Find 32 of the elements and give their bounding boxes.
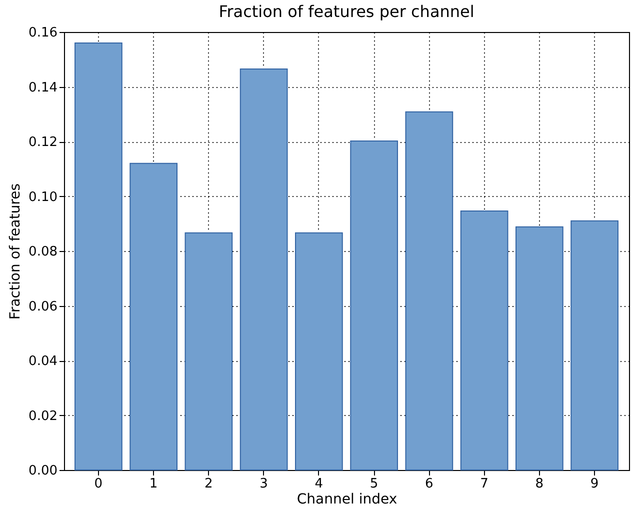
x-tick-label: 4 [314,476,324,492]
x-tick-label: 3 [260,476,268,492]
x-tick-label: 6 [425,476,434,492]
y-tick-label: 0.12 [28,135,58,150]
x-tick-label: 1 [149,476,158,492]
y-axis-title: Fraction of features [8,183,24,320]
bar [184,232,233,470]
x-tick-label: 8 [535,476,544,492]
bar [130,162,178,470]
chart-title: Fraction of features per channel [218,2,474,21]
y-tick-label: 0.00 [28,464,58,478]
bar [570,220,618,470]
bar [350,140,398,470]
x-tick-label: 0 [94,476,103,492]
y-tick-label: 0.06 [28,299,58,314]
x-tick-label: 2 [204,476,213,492]
y-tick-label: 0.04 [28,354,58,369]
bar [295,232,343,470]
x-tick-label: 9 [590,476,599,492]
bar [74,42,122,470]
y-tick-label: 0.08 [28,244,58,260]
bar [516,226,564,470]
x-tick-label: 5 [370,476,378,492]
y-tick-label: 0.10 [28,190,58,205]
x-axis-title: Channel index [296,492,398,506]
bar [405,111,454,470]
bar [460,210,508,470]
y-tick-label: 0.14 [28,80,58,96]
bar [240,68,288,470]
y-tick-label: 0.16 [28,26,58,40]
x-tick-label: 7 [480,476,488,492]
y-tick-label: 0.02 [28,408,58,424]
